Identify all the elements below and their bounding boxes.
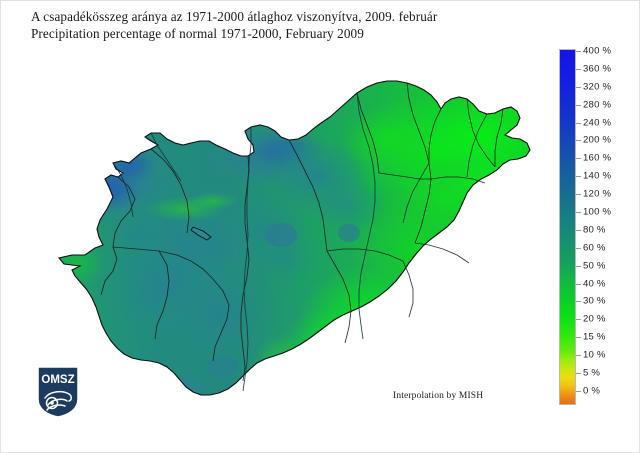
colorbar-gradient [559,49,576,405]
colorbar-tick [576,283,581,285]
colorbar-tick [576,247,581,249]
interpolation-credit: Interpolation by MISH [393,391,484,401]
colorbar-tick [576,140,581,142]
colorbar-tick [576,68,581,70]
colorbar-tick-label: 40 % [583,278,606,290]
colorbar-tick [576,337,581,339]
colorbar-tick-label: 240 % [583,117,612,129]
colorbar-tick [576,390,581,392]
colorbar-tick [576,86,581,88]
colorbar-tick [576,158,581,160]
colorbar-tick-label: 320 % [583,81,612,93]
title-block: A csapadékösszeg aránya az 1971-2000 átl… [31,8,551,42]
colorbar-tick-label: 360 % [583,63,612,75]
colorbar-tick-label: 60 % [583,242,606,254]
colorbar-tick-label: 100 % [583,206,612,218]
colorbar-tick-label: 120 % [583,188,612,200]
colorbar-tick [576,301,581,303]
colorbar-tick-label: 160 % [583,152,612,164]
colorbar-tick-label: 0 % [583,385,601,397]
colorbar-tick [576,194,581,196]
colorbar-tick-label: 80 % [583,224,606,236]
lake-balaton [190,226,212,241]
colorbar-legend: 400 % 360 % 320 % 280 % 240 % 200 % 160 % 140 %… [559,45,639,411]
colorbar-tick [576,176,581,178]
page-title-hungarian: A csapadékösszeg aránya az 1971-2000 átl… [31,9,438,24]
page-title-english: Precipitation percentage of normal 1971-… [31,26,364,41]
omsz-logo: OMSZ [36,365,80,419]
colorbar-tick [576,229,581,231]
colorbar-tick-label: 5 % [583,367,601,379]
hungary-precipitation-map [17,59,547,434]
colorbar-bar-wrap [559,49,576,405]
country-border [58,80,531,396]
omsz-shield-icon: OMSZ [37,366,79,418]
colorbar-tick-label: 50 % [583,260,606,272]
colorbar-tick [576,265,581,267]
colorbar-tick [576,212,581,213]
colorbar-tick-label: 20 % [583,313,606,325]
colorbar-tick [576,51,581,52]
colorbar-tick-label: 30 % [583,295,606,307]
county-boundaries [100,82,504,382]
rivers [112,92,488,392]
colorbar-tick [576,373,581,374]
colorbar-tick-label: 280 % [583,99,612,111]
colorbar-tick-label: 140 % [583,170,612,182]
omsz-logo-text: OMSZ [41,374,74,386]
colorbar-tick [576,355,581,357]
colorbar-tick-label: 400 % [583,45,612,57]
map-panel [17,59,547,434]
colorbar-tick [576,104,581,106]
colorbar-tick [576,122,581,124]
colorbar-tick-label: 15 % [583,331,606,343]
colorbar-tick-label: 200 % [583,134,612,146]
colorbar-tick [576,319,581,321]
colorbar-tick-label: 10 % [583,349,606,361]
